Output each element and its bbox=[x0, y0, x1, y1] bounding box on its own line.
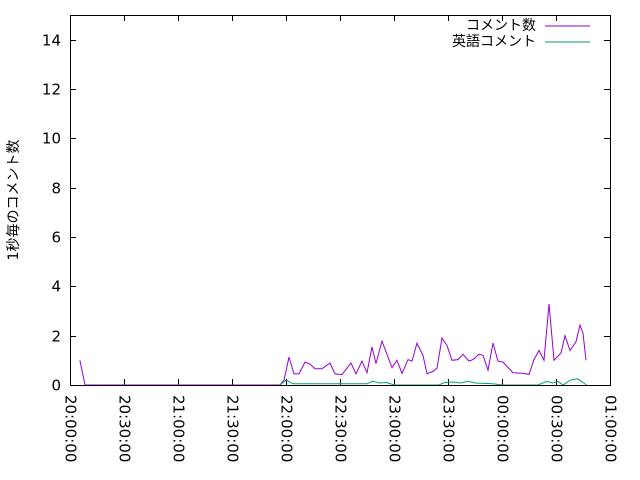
series-line-0 bbox=[79, 304, 587, 386]
x-tick-label: 23:00:00 bbox=[386, 395, 404, 462]
plot-frame bbox=[70, 15, 611, 386]
x-tick-label: 20:30:00 bbox=[116, 395, 134, 462]
y-tick-label: 6 bbox=[51, 229, 61, 247]
x-tick-label: 22:30:00 bbox=[332, 395, 350, 462]
y-tick-label: 10 bbox=[42, 130, 61, 148]
y-tick-label: 14 bbox=[42, 32, 61, 50]
x-tick-label: 00:30:00 bbox=[548, 395, 566, 462]
y-tick-label: 12 bbox=[42, 81, 61, 99]
x-tick-label: 01:00:00 bbox=[602, 395, 620, 462]
x-tick-label: 21:00:00 bbox=[170, 395, 188, 462]
series-layer bbox=[79, 303, 587, 386]
y-tick-label: 8 bbox=[51, 180, 61, 198]
legend-label-1: 英語コメント bbox=[452, 33, 536, 50]
x-tick-label: 20:00:00 bbox=[62, 395, 80, 462]
x-tick-label: 00:00:00 bbox=[494, 395, 512, 462]
legend-label-0: コメント数 bbox=[466, 18, 536, 34]
x-tick-label: 23:30:00 bbox=[440, 395, 458, 462]
y-tick-label: 4 bbox=[51, 278, 61, 296]
y-tick-label: 2 bbox=[51, 328, 61, 346]
x-tick-label: 21:30:00 bbox=[224, 395, 242, 462]
y-tick-label: 0 bbox=[51, 377, 61, 395]
legend: コメント数 英語コメント bbox=[452, 18, 590, 50]
y-axis-title: 1秒毎のコメント数 bbox=[6, 140, 22, 261]
ticks: 0 2 4 6 8 10 12 14 20:00:00 20:30:00 21:00:00 21:30… bbox=[42, 15, 620, 462]
x-tick-label: 22:00:00 bbox=[278, 395, 296, 462]
series-line-1 bbox=[279, 378, 587, 386]
